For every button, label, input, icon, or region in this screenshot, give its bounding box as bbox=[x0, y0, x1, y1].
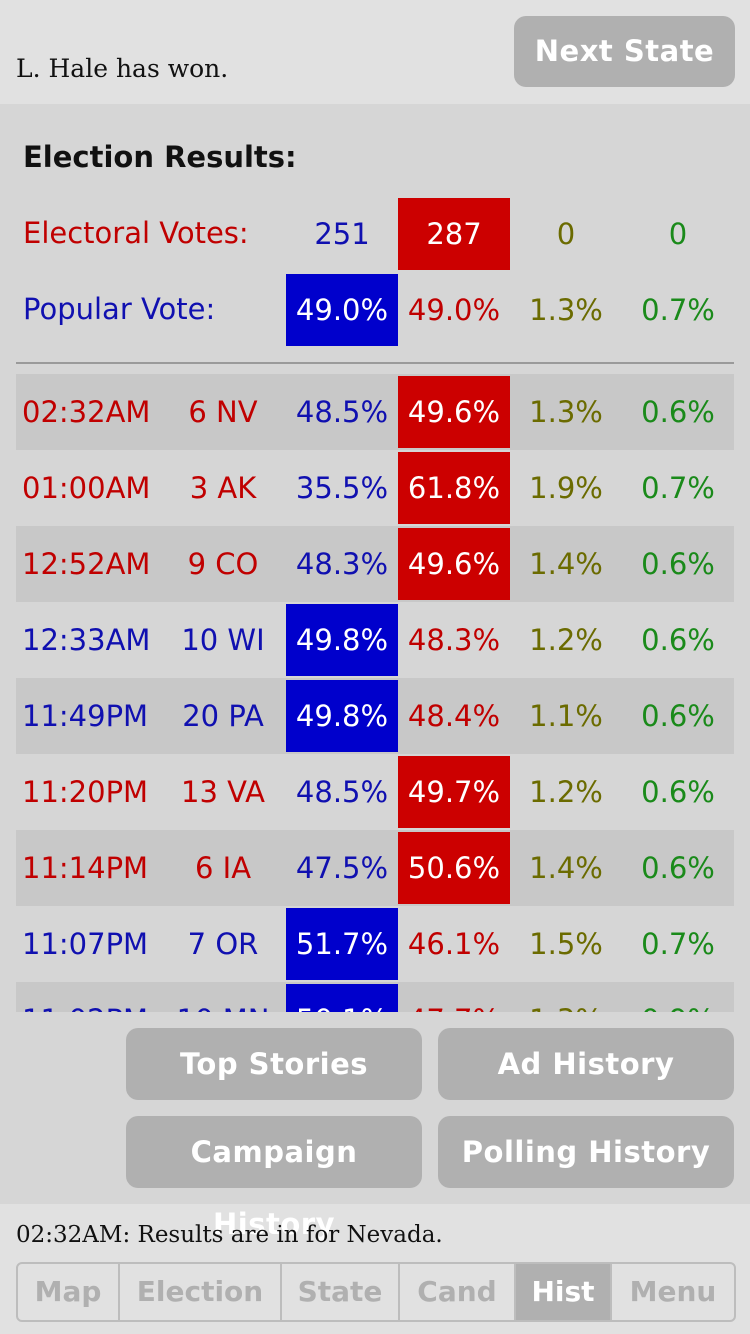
table-row: 11:20PM 13 VA 48.5% 49.7% 1.2% 0.6% bbox=[16, 754, 734, 830]
tab-bar: Map Election State Cand Hist Menu bbox=[16, 1262, 736, 1322]
row-green-pct: 0.7% bbox=[641, 471, 715, 505]
status-message: 02:32AM: Results are in for Nevada. bbox=[16, 1222, 443, 1248]
row-state: 20 PA bbox=[182, 699, 264, 733]
row-time: 02:32AM bbox=[22, 395, 151, 429]
row-blue-pct: 49.8% bbox=[286, 680, 398, 752]
row-olive-pct: 1.9% bbox=[529, 471, 603, 505]
row-state: 3 AK bbox=[189, 471, 257, 505]
row-red-pct: 49.7% bbox=[398, 756, 510, 828]
polling-history-button[interactable]: Polling History bbox=[438, 1116, 734, 1188]
row-red-pct: 49.6% bbox=[398, 376, 510, 448]
row-olive-pct: 1.2% bbox=[529, 623, 603, 657]
row-blue-pct: 51.7% bbox=[286, 908, 398, 980]
results-table[interactable]: 02:32AM 6 NV 48.5% 49.6% 1.3% 0.6% 01:00… bbox=[16, 374, 734, 1012]
row-blue-pct: 48.5% bbox=[295, 775, 389, 809]
row-green-pct: 0.6% bbox=[641, 699, 715, 733]
row-time: 11:14PM bbox=[22, 851, 149, 885]
row-olive-pct: 1.1% bbox=[529, 699, 603, 733]
table-row: 02:32AM 6 NV 48.5% 49.6% 1.3% 0.6% bbox=[16, 374, 734, 450]
row-state: 6 NV bbox=[188, 395, 258, 429]
tab-menu[interactable]: Menu bbox=[629, 1275, 717, 1308]
row-red-pct: 47.7% bbox=[398, 984, 510, 1012]
results-title: Election Results: bbox=[23, 140, 297, 174]
row-blue-pct: 35.5% bbox=[295, 471, 389, 505]
ad-history-button[interactable]: Ad History bbox=[438, 1028, 734, 1100]
row-red-pct: 48.4% bbox=[407, 699, 501, 733]
row-green-pct: 0.7% bbox=[641, 927, 715, 961]
row-green-pct: 0.6% bbox=[641, 547, 715, 581]
row-blue-pct: 47.5% bbox=[295, 851, 389, 885]
electoral-votes-red: 287 bbox=[398, 198, 510, 270]
popular-vote-blue: 49.0% bbox=[286, 274, 398, 346]
table-row: 01:00AM 3 AK 35.5% 61.8% 1.9% 0.7% bbox=[16, 450, 734, 526]
row-time: 12:52AM bbox=[22, 547, 151, 581]
row-green-pct: 0.6% bbox=[641, 851, 715, 885]
table-row: 12:52AM 9 CO 48.3% 49.6% 1.4% 0.6% bbox=[16, 526, 734, 602]
row-time: 11:07PM bbox=[22, 927, 149, 961]
popular-vote-green: 0.7% bbox=[641, 293, 715, 327]
row-state: 7 OR bbox=[187, 927, 259, 961]
tab-cand[interactable]: Cand bbox=[400, 1264, 516, 1320]
row-olive-pct: 1.2% bbox=[529, 775, 603, 809]
row-green-pct: 0.6% bbox=[641, 395, 715, 429]
tab-state[interactable]: State bbox=[282, 1264, 400, 1320]
row-green-pct: 0.6% bbox=[641, 623, 715, 657]
row-time: 11:49PM bbox=[22, 699, 149, 733]
row-red-pct: 61.8% bbox=[398, 452, 510, 524]
row-green-pct: 0.6% bbox=[641, 775, 715, 809]
row-olive-pct: 1.5% bbox=[529, 927, 603, 961]
popular-vote-olive: 1.3% bbox=[529, 293, 603, 327]
electoral-votes-olive: 0 bbox=[556, 217, 576, 251]
row-olive-pct: 1.4% bbox=[529, 547, 603, 581]
campaign-history-button[interactable]: Campaign History bbox=[126, 1116, 422, 1241]
divider bbox=[16, 362, 734, 364]
row-blue-pct: 48.5% bbox=[295, 395, 389, 429]
row-state: 13 VA bbox=[181, 775, 265, 809]
row-olive-pct: 1.3% bbox=[510, 984, 622, 1012]
row-time: 11:20PM bbox=[22, 775, 149, 809]
electoral-votes-green: 0 bbox=[668, 217, 688, 251]
tab-election[interactable]: Election bbox=[120, 1264, 282, 1320]
table-row: 11:14PM 6 IA 47.5% 50.6% 1.4% 0.6% bbox=[16, 830, 734, 906]
row-time: 01:00AM bbox=[22, 471, 151, 505]
top-bar: L. Hale has won. Next State bbox=[0, 0, 750, 104]
row-olive-pct: 1.3% bbox=[529, 395, 603, 429]
popular-vote-red: 49.0% bbox=[407, 293, 501, 327]
row-green-pct: 0.9% bbox=[622, 984, 734, 1012]
table-row: 11:07PM 7 OR 51.7% 46.1% 1.5% 0.7% bbox=[16, 906, 734, 982]
row-red-pct: 50.6% bbox=[398, 832, 510, 904]
row-state: 9 CO bbox=[187, 547, 259, 581]
row-red-pct: 48.3% bbox=[407, 623, 501, 657]
headline: L. Hale has won. bbox=[16, 54, 229, 83]
table-row: 11:49PM 20 PA 49.8% 48.4% 1.1% 0.6% bbox=[16, 678, 734, 754]
table-row: 12:33AM 10 WI 49.8% 48.3% 1.2% 0.6% bbox=[16, 602, 734, 678]
row-red-pct: 46.1% bbox=[407, 927, 501, 961]
row-state: 10 WI bbox=[181, 623, 265, 657]
row-olive-pct: 1.4% bbox=[529, 851, 603, 885]
row-blue-pct: 48.3% bbox=[295, 547, 389, 581]
row-blue-pct: 49.8% bbox=[286, 604, 398, 676]
row-red-pct: 49.6% bbox=[398, 528, 510, 600]
row-state: 10 MN bbox=[168, 982, 278, 1012]
row-time: 11:02PM bbox=[22, 982, 148, 1012]
next-state-button[interactable]: Next State bbox=[514, 16, 735, 87]
table-row: 11:02PM 10 MN 50.1% 47.7% 1.3% 0.9% bbox=[16, 982, 734, 1012]
row-blue-pct: 50.1% bbox=[286, 984, 398, 1012]
popular-vote-label: Popular Vote: bbox=[23, 292, 216, 326]
electoral-votes-blue: 251 bbox=[314, 217, 370, 251]
tab-map[interactable]: Map bbox=[18, 1264, 120, 1320]
electoral-votes-label: Electoral Votes: bbox=[23, 216, 249, 250]
row-time: 12:33AM bbox=[22, 623, 151, 657]
row-state: 6 IA bbox=[194, 851, 252, 885]
tab-hist[interactable]: Hist bbox=[516, 1264, 612, 1320]
top-stories-button[interactable]: Top Stories bbox=[126, 1028, 422, 1100]
